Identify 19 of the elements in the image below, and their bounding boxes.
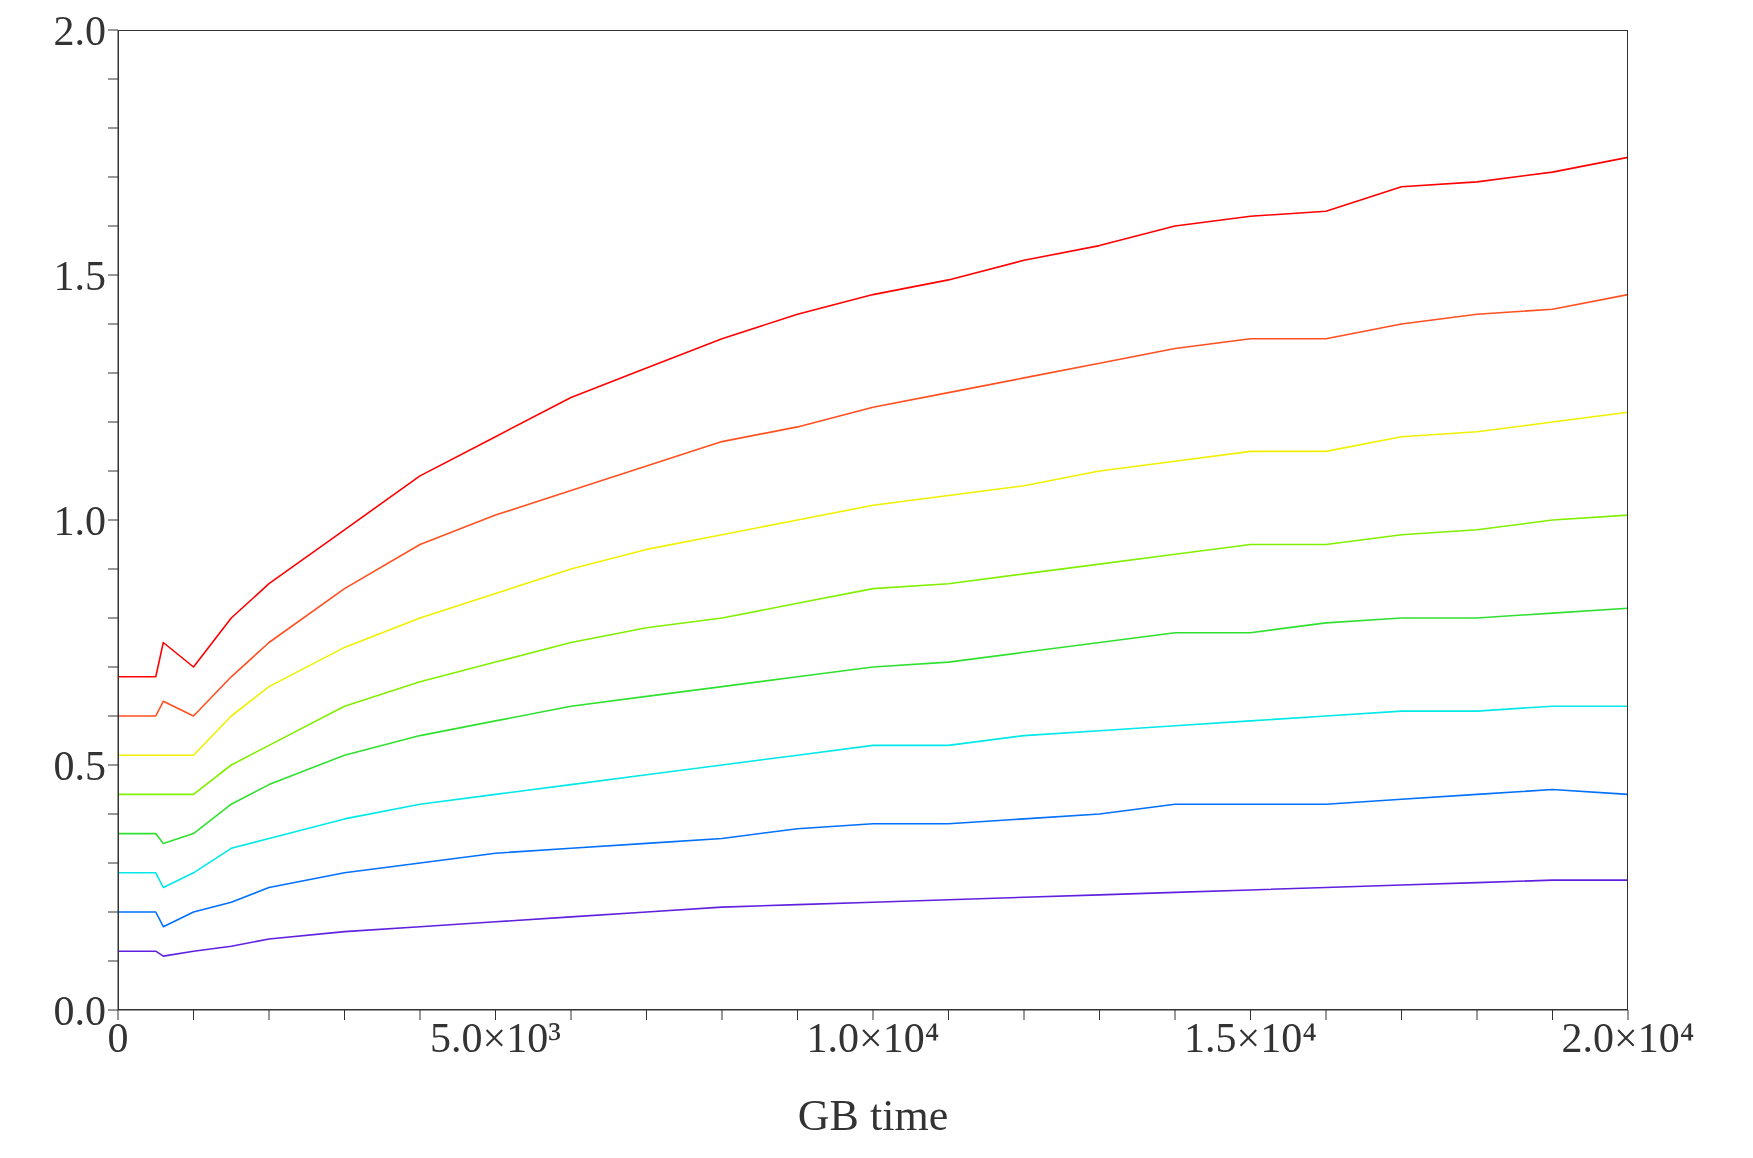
- y-tick-label: 1.5: [53, 252, 106, 299]
- y-tick-label: 0.0: [53, 987, 106, 1034]
- x-tick-label: 5.0×10³: [430, 1014, 561, 1061]
- x-tick-label: 1.0×10⁴: [806, 1014, 940, 1061]
- x-tick-label: 2.0×10⁴: [1561, 1014, 1695, 1061]
- x-axis-title: GB time: [797, 1091, 949, 1140]
- y-tick-label: 2.0: [53, 7, 106, 54]
- line-series: [118, 411, 1628, 756]
- x-tick-label: 1.5×10⁴: [1184, 1014, 1317, 1061]
- x-tick-label: 0: [107, 1014, 129, 1061]
- line-series: [118, 705, 1628, 889]
- line-series: [118, 607, 1628, 845]
- line-series: [118, 514, 1628, 796]
- line-series: [118, 156, 1628, 678]
- line-series: [118, 788, 1628, 928]
- y-tick-label: 0.5: [53, 742, 106, 789]
- line-series: [118, 879, 1628, 957]
- line-series: [118, 293, 1628, 717]
- y-tick-label: 1.0: [53, 497, 106, 544]
